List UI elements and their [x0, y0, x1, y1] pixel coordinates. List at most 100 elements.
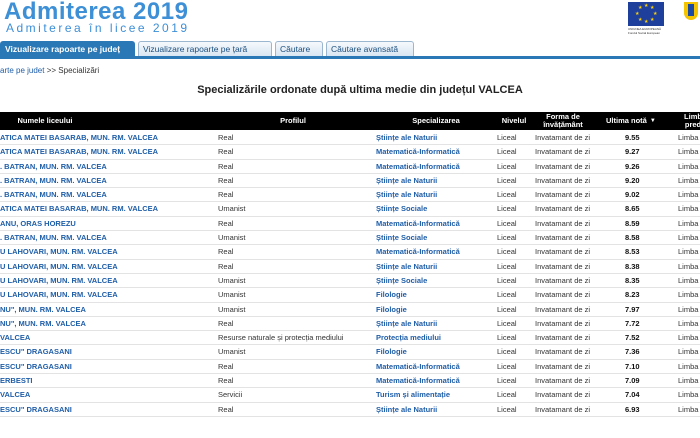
language-cell: Limba — [678, 261, 699, 271]
school-link[interactable]: . BATRAN, MUN. RM. VALCEA — [0, 175, 107, 185]
profile-cell: Real — [218, 175, 234, 185]
table-row: U LAHOVARI, MUN. RM. VALCEA Real Matematic… — [0, 245, 700, 260]
form-cell: Invatamant de zi — [535, 404, 591, 414]
col-specialization[interactable]: Specializarea — [412, 116, 460, 125]
breadcrumb-separator: >> — [46, 66, 57, 75]
form-cell: Invatamant de zi — [535, 147, 591, 157]
level-cell: Liceal — [497, 361, 517, 371]
last-grade-cell: 9.02 — [625, 190, 640, 200]
col-school[interactable]: Numele liceului — [17, 116, 73, 125]
form-cell: Invatamant de zi — [535, 275, 591, 285]
specialization-link[interactable]: Științe Sociale — [376, 275, 428, 285]
table-row: ESCU" DRAGASANI Umanist Filologie Liceal Inv… — [0, 345, 700, 360]
school-link[interactable]: . BATRAN, MUN. RM. VALCEA — [0, 161, 107, 171]
coat-of-arms-icon — [682, 0, 700, 30]
profile-cell: Umanist — [218, 347, 246, 357]
specialization-link[interactable]: Științe ale Naturii — [376, 133, 438, 142]
last-grade-cell: 8.65 — [625, 204, 640, 214]
last-grade-cell: 7.52 — [625, 333, 640, 343]
col-last-grade-label: Ultima notă — [606, 116, 647, 125]
school-link[interactable]: NU", MUN. RM. VALCEA — [0, 318, 86, 328]
table-row: ESCU" DRAGASANI Real Matematică-Informatic… — [0, 360, 700, 375]
col-level[interactable]: Nivelul — [501, 116, 527, 125]
school-link[interactable]: U LAHOVARI, MUN. RM. VALCEA — [0, 247, 118, 257]
specialization-link[interactable]: Științe Sociale — [376, 204, 428, 214]
specialization-link[interactable]: Științe ale Naturii — [376, 261, 438, 271]
level-cell: Liceal — [497, 247, 517, 257]
specialization-link[interactable]: Protecția mediului — [376, 333, 442, 343]
school-link[interactable]: ESCU" DRAGASANI — [0, 404, 72, 414]
level-cell: Liceal — [497, 233, 517, 243]
school-link[interactable]: VALCEA — [0, 390, 31, 400]
specialization-link[interactable]: Turism și alimentație — [376, 390, 451, 400]
tab-search[interactable]: Căutare — [275, 41, 323, 56]
last-grade-cell: 7.72 — [625, 318, 640, 328]
language-cell: Limba — [678, 190, 699, 200]
form-cell: Invatamant de zi — [535, 218, 591, 228]
last-grade-cell: 7.36 — [625, 347, 640, 357]
level-cell: Liceal — [497, 218, 517, 228]
level-cell: Liceal — [497, 376, 517, 386]
school-link[interactable]: U LAHOVARI, MUN. RM. VALCEA — [0, 261, 118, 271]
school-link[interactable]: ANU, ORAS HOREZU — [0, 218, 76, 228]
col-last-grade[interactable]: Ultima notă ▼ — [606, 112, 670, 130]
specialization-link[interactable]: Matematică-Informatică — [376, 147, 460, 157]
form-cell: Invatamant de zi — [535, 133, 591, 142]
school-link[interactable]: U LAHOVARI, MUN. RM. VALCEA — [0, 275, 118, 285]
breadcrumb-link-county-reports[interactable]: arte pe judet — [0, 66, 45, 75]
table-row: NU", MUN. RM. VALCEA Umanist Filologie Lice… — [0, 303, 700, 317]
profile-cell: Real — [218, 147, 234, 157]
site-subtitle: Admiterea în licee 2019 — [6, 21, 190, 35]
specialization-link[interactable]: Matematică-Informatică — [376, 376, 460, 386]
last-grade-cell: 9.55 — [625, 133, 640, 142]
last-grade-cell: 7.09 — [625, 376, 640, 386]
school-link[interactable]: ESCU" DRAGASANI — [0, 347, 72, 357]
specialization-link[interactable]: Filologie — [376, 290, 407, 300]
tab-county-reports[interactable]: Vizualizare rapoarte pe județ — [0, 41, 135, 56]
last-grade-cell: 8.53 — [625, 247, 640, 257]
table-row: . BATRAN, MUN. RM. VALCEA Real Științe ale… — [0, 188, 700, 203]
form-cell: Invatamant de zi — [535, 175, 591, 185]
school-link[interactable]: ESCU" DRAGASANI — [0, 361, 72, 371]
specialization-link[interactable]: Științe ale Naturii — [376, 175, 438, 185]
profile-cell: Real — [218, 218, 234, 228]
breadcrumb-current: Specializări — [58, 66, 100, 75]
col-profile[interactable]: Profilul — [280, 116, 306, 125]
report-tabs: Vizualizare rapoarte pe județ Vizualizar… — [0, 40, 700, 59]
specialization-link[interactable]: Filologie — [376, 304, 407, 314]
col-form[interactable]: Forma de învățământ — [543, 112, 583, 129]
col-language[interactable]: Limb pred — [684, 112, 700, 129]
last-grade-cell: 8.35 — [625, 275, 640, 285]
school-link[interactable]: ATICA MATEI BASARAB, MUN. RM. VALCEA — [0, 204, 159, 214]
specialization-link[interactable]: Matematică-Informatică — [376, 161, 460, 171]
tab-advanced-search[interactable]: Căutare avansată — [326, 41, 414, 56]
specialization-link[interactable]: Științe ale Naturii — [376, 404, 438, 414]
table-row: . BATRAN, MUN. RM. VALCEA Umanist Științe … — [0, 231, 700, 246]
school-link[interactable]: ATICA MATEI BASARAB, MUN. RM. VALCEA — [0, 147, 159, 157]
school-link[interactable]: U LAHOVARI, MUN. RM. VALCEA — [0, 290, 118, 300]
school-link[interactable]: NU", MUN. RM. VALCEA — [0, 304, 86, 314]
school-link[interactable]: . BATRAN, MUN. RM. VALCEA — [0, 190, 107, 200]
sort-desc-icon[interactable]: ▼ — [649, 118, 656, 124]
specialization-link[interactable]: Matematică-Informatică — [376, 218, 460, 228]
language-cell: Limba — [678, 333, 699, 343]
school-link[interactable]: ERBESTI — [0, 376, 33, 386]
table-row: VALCEA Resurse naturale și protecția medi… — [0, 331, 700, 346]
form-cell: Invatamant de zi — [535, 318, 591, 328]
specialization-link[interactable]: Matematică-Informatică — [376, 361, 460, 371]
specialization-link[interactable]: Matematică-Informatică — [376, 247, 460, 257]
site-title[interactable]: Admiterea 2019 — [4, 0, 189, 25]
specialization-link[interactable]: Științe Sociale — [376, 233, 428, 243]
tab-country-reports[interactable]: Vizualizare rapoarte pe țară — [138, 41, 272, 56]
school-link[interactable]: . BATRAN, MUN. RM. VALCEA — [0, 233, 107, 243]
school-link[interactable]: ATICA MATEI BASARAB, MUN. RM. VALCEA — [0, 133, 159, 142]
specialization-link[interactable]: Filologie — [376, 347, 407, 357]
specialization-link[interactable]: Științe ale Naturii — [376, 318, 438, 328]
table-header: Numele liceului Profilul Specializarea N… — [0, 112, 700, 130]
form-cell: Invatamant de zi — [535, 261, 591, 271]
form-cell: Invatamant de zi — [535, 390, 591, 400]
school-link[interactable]: VALCEA — [0, 333, 31, 343]
table-row: ATICA MATEI BASARAB, MUN. RM. VALCEA Uman… — [0, 202, 700, 217]
specialization-link[interactable]: Științe ale Naturii — [376, 190, 438, 200]
last-grade-cell: 9.26 — [625, 161, 640, 171]
